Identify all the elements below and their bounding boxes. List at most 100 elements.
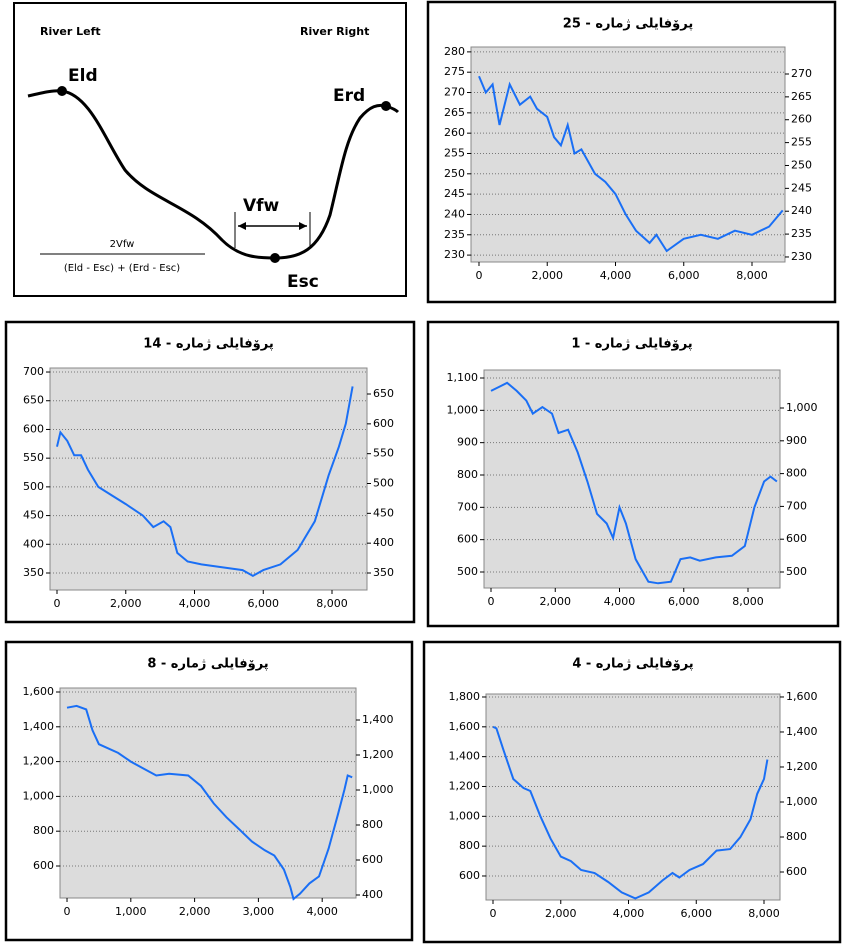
plot-area: [483, 369, 781, 589]
y2-tick-label: 270: [791, 67, 812, 80]
y2-tick-label: 230: [791, 250, 812, 263]
y-tick-label: 1,400: [23, 720, 55, 733]
chart-title: پرۆفایلی ژمارە - 1: [571, 337, 692, 352]
y2-tick-label: 1,000: [786, 401, 818, 414]
y-tick-label: 275: [444, 65, 465, 78]
y2-tick-label: 265: [791, 90, 812, 103]
numerator: 2Vfw: [110, 239, 135, 250]
y-tick-label: 1,000: [447, 403, 479, 416]
y-tick-label: 270: [444, 86, 465, 99]
y-tick-label: 1,100: [447, 371, 479, 384]
y2-tick-label: 800: [786, 830, 807, 843]
x-tick-label: 6,000: [681, 907, 713, 920]
y2-tick-label: 260: [791, 113, 812, 126]
y-tick-label: 1,800: [449, 690, 481, 703]
y2-tick-label: 600: [786, 532, 807, 545]
point-esc: [270, 253, 280, 263]
x-tick-label: 2,000: [545, 907, 577, 920]
x-tick-label: 4,000: [306, 905, 338, 918]
x-tick-label: 0: [64, 905, 71, 918]
y-tick-label: 230: [444, 248, 465, 261]
chart-title: پرۆفایلی ژمارە - 25: [563, 17, 693, 32]
label-erd: Erd: [333, 86, 365, 106]
chart-title: پرۆفایلی ژمارە - 8: [147, 657, 268, 672]
x-tick-label: 6,000: [668, 595, 700, 608]
y2-tick-label: 900: [786, 434, 807, 447]
y-tick-label: 650: [23, 394, 44, 407]
x-tick-label: 2,000: [110, 597, 142, 610]
x-tick-label: 0: [475, 269, 482, 282]
y-tick-label: 800: [457, 468, 478, 481]
y-tick-label: 1,200: [449, 779, 481, 792]
profile-line: [56, 386, 354, 578]
x-tick-label: 4,000: [179, 597, 211, 610]
y2-tick-label: 250: [791, 158, 812, 171]
y-tick-label: 400: [23, 537, 44, 550]
y-tick-label: 260: [444, 126, 465, 139]
y2-tick-label: 350: [373, 566, 394, 579]
y-tick-label: 1,600: [23, 685, 55, 698]
diagram-frame: [13, 2, 407, 297]
y2-tick-label: 235: [791, 227, 812, 240]
label-eld: Eld: [68, 66, 98, 86]
x-tick-label: 4,000: [600, 269, 632, 282]
point-eld: [57, 86, 67, 96]
x-tick-label: 0: [488, 595, 495, 608]
y-tick-label: 600: [33, 859, 54, 872]
y2-tick-label: 400: [373, 536, 394, 549]
x-tick-label: 8,000: [748, 907, 780, 920]
y2-tick-label: 1,600: [786, 690, 818, 703]
label-esc: Esc: [287, 272, 319, 292]
x-tick-label: 2,000: [540, 595, 572, 608]
y2-tick-label: 255: [791, 136, 812, 149]
y2-tick-label: 800: [786, 467, 807, 480]
profile-line: [490, 381, 778, 585]
x-tick-label: 4,000: [604, 595, 636, 608]
chart-title: پرۆفایلی ژمارە - 14: [143, 337, 273, 352]
y2-tick-label: 500: [786, 565, 807, 578]
y2-tick-label: 450: [373, 506, 394, 519]
y-tick-label: 600: [23, 422, 44, 435]
y-tick-label: 450: [23, 509, 44, 522]
y-tick-label: 500: [23, 480, 44, 493]
y-tick-label: 1,400: [449, 750, 481, 763]
x-tick-label: 6,000: [248, 597, 280, 610]
point-erd: [381, 101, 391, 111]
y-tick-label: 550: [23, 451, 44, 464]
y2-tick-label: 600: [786, 865, 807, 878]
y-tick-label: 700: [457, 500, 478, 513]
label-vfw: Vfw: [243, 196, 280, 216]
y2-tick-label: 500: [373, 477, 394, 490]
x-tick-label: 8,000: [732, 595, 764, 608]
y-tick-label: 800: [33, 824, 54, 837]
y2-tick-label: 240: [791, 204, 812, 217]
y-tick-label: 280: [444, 45, 465, 58]
y-tick-label: 600: [457, 533, 478, 546]
y-tick-label: 250: [444, 167, 465, 180]
plot-area: [470, 46, 786, 263]
y2-tick-label: 1,000: [786, 795, 818, 808]
y-tick-label: 245: [444, 187, 465, 200]
profile-line: [66, 704, 353, 901]
y-tick-label: 265: [444, 106, 465, 119]
y2-tick-label: 1,400: [362, 713, 394, 726]
x-tick-label: 2,000: [179, 905, 211, 918]
y2-tick-label: 1,200: [362, 748, 394, 761]
plot-area: [49, 367, 368, 591]
y-tick-label: 800: [459, 839, 480, 852]
plot-area: [59, 687, 357, 899]
arrow-heads: [238, 222, 307, 230]
y2-tick-label: 1,400: [786, 725, 818, 738]
y-tick-label: 1,200: [23, 755, 55, 768]
river-diagram: River Left River Right Eld Erd Vfw Esc 2…: [13, 2, 407, 297]
y-tick-label: 1,000: [23, 789, 55, 802]
river-left: River Left: [40, 25, 101, 38]
y2-tick-label: 800: [362, 818, 383, 831]
y2-tick-label: 700: [786, 499, 807, 512]
y2-tick-label: 600: [362, 853, 383, 866]
y-tick-label: 1,600: [449, 720, 481, 733]
x-tick-label: 2,000: [531, 269, 563, 282]
chart-title: پرۆفایلی ژمارە - 4: [572, 657, 693, 672]
y2-tick-label: 1,200: [786, 760, 818, 773]
x-tick-label: 0: [490, 907, 497, 920]
